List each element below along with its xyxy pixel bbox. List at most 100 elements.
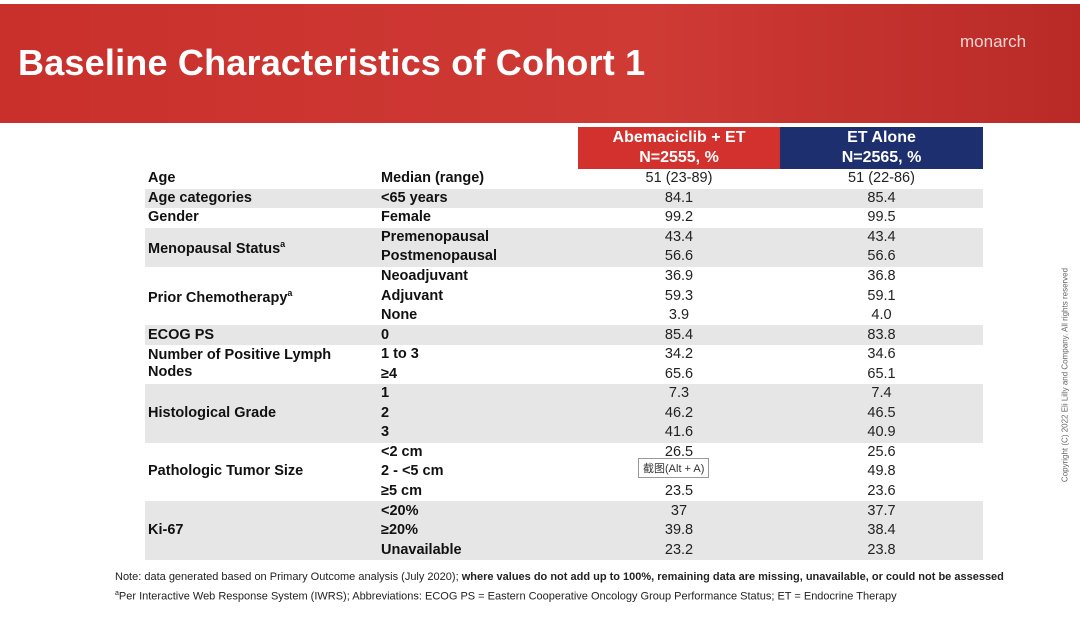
table-body: Age Median (range) 51 (23-89) 51 (22-86) Age…	[145, 169, 983, 560]
row-label: Age categories	[145, 188, 378, 209]
value-cell: 59.1	[867, 287, 896, 304]
tooltip: 截图(Alt + A)	[638, 458, 710, 478]
table-row: ECOG PS 0 85.4 83.8	[145, 325, 983, 345]
row-label: Ki-67	[145, 501, 378, 560]
label-text: Histological Grade	[148, 404, 277, 421]
subcategory: Postmenopausal	[378, 247, 578, 267]
value-cell: 85.4	[578, 325, 780, 345]
table-row: Histological Grade 1 7.3 7.4	[145, 384, 983, 443]
value-cell: 23.6	[867, 483, 896, 500]
column-header: Abemaciclib + ET N=2555, %	[578, 127, 780, 169]
value-cell: 56.6	[780, 247, 983, 267]
subcategory: 2 - <5 cm	[381, 463, 444, 480]
label-text: ECOG PS	[148, 326, 215, 343]
value-cell: 37	[578, 501, 780, 521]
row-label: Number of Positive Lymph Nodes	[145, 345, 378, 384]
label-text: Prior Chemotherapy	[148, 289, 288, 306]
subcategory: None	[381, 307, 418, 324]
label-text: Number of Positive Lymph Nodes	[148, 347, 332, 381]
value-cell: 4.0	[871, 307, 892, 324]
value-cell: 46.5	[780, 403, 983, 424]
subcategory: 1 to 3	[381, 346, 419, 363]
value-cell: 38.4	[780, 520, 983, 541]
row-label: Age	[145, 169, 378, 189]
table-row: Number of Positive Lymph Nodes 1 to 3 34.2…	[145, 345, 983, 380]
row-label: Menopausal Statusa	[145, 227, 378, 267]
table-row: Unavailable 23.2 23.8	[145, 540, 983, 560]
note-text: Per Interactive Web Response System (IWR…	[118, 590, 897, 603]
table-row: ≥4 65.6 65.1	[145, 364, 983, 384]
value-cell: 65.1	[867, 365, 896, 382]
column-name: ET Alone	[847, 129, 916, 146]
subcategory: ≥4	[381, 365, 398, 382]
table-row: Age categories <65 years 84.1 85.4	[145, 188, 983, 209]
row-label: Gender	[145, 208, 378, 228]
subcategory: Unavailable	[378, 540, 578, 560]
value-cell: 7.3	[578, 384, 780, 404]
footnote-mark: a	[115, 590, 119, 597]
blank	[378, 127, 578, 169]
subcategory: 1	[378, 384, 578, 404]
copyright: Copyright (C) 2022 Eli Lilly and Company…	[1060, 267, 1070, 483]
note: Note: data generated based on Primary Ou…	[115, 571, 1004, 583]
row-label: Histological Grade	[145, 384, 378, 443]
footnote-mark: a	[287, 288, 293, 299]
blank	[145, 127, 378, 169]
slide-title: Baseline Characteristics of Cohort 1	[18, 42, 646, 83]
label-text: Menopausal Status	[148, 241, 281, 258]
value-cell: 23.5	[664, 483, 694, 500]
table-row: ≥20% 39.8 38.4	[145, 520, 983, 541]
table-row: None 3.9 4.0	[145, 306, 983, 326]
note: aPer Interactive Web Response System (IW…	[115, 590, 897, 603]
value-cell: 7.4	[780, 384, 983, 404]
subcategory: Adjuvant	[381, 287, 444, 304]
subcategory: Median (range)	[381, 170, 485, 187]
table-row: Pathologic Tumor Size <2 cm 26.5 25.6	[145, 443, 983, 480]
value-cell: 51 (22-86)	[848, 170, 915, 187]
value-cell: 49.8	[867, 463, 896, 480]
column-n: N=2565, %	[841, 149, 922, 166]
subcategory: 0	[378, 325, 578, 345]
value-cell: 99.2	[664, 209, 694, 226]
value-cell: 36.8	[867, 268, 896, 284]
row-label: Prior Chemotherapya	[145, 267, 378, 326]
subcategory: <2 cm	[381, 443, 423, 460]
subcategory: Neoadjuvant	[381, 268, 469, 284]
value-cell: 41.6	[578, 423, 780, 443]
value-cell: 36.9	[664, 268, 694, 284]
subcategory: <65 years	[378, 188, 578, 209]
value-cell: 37.7	[780, 501, 983, 521]
table-row: ≥5 cm 23.5 23.6	[145, 482, 983, 502]
label-text: Age	[148, 170, 176, 187]
table-row: Age Median (range) 51 (23-89) 51 (22-86)	[145, 169, 983, 189]
table-row: Prior Chemotherapya Neoadjuvant 36.9 36.8	[145, 267, 983, 306]
label-text: Gender	[148, 209, 199, 226]
table-row: Ki-67 <20% 37 37.7	[145, 501, 983, 560]
table-row: Postmenopausal 56.6 56.6	[145, 247, 983, 267]
subcategory: ≥5 cm	[381, 483, 423, 500]
column-header: ET Alone N=2565, %	[780, 127, 983, 169]
subcategory: Female	[381, 209, 431, 226]
subcategory: ≥20%	[378, 520, 578, 541]
subcategory: 2	[378, 403, 578, 424]
table-row: 3 41.6 40.9	[145, 423, 983, 443]
header-band	[0, 4, 1080, 123]
table-row: 2 46.2 46.5	[145, 403, 983, 424]
value-cell: 34.2	[664, 346, 694, 363]
footnote-mark: a	[280, 239, 286, 250]
note-text: Note: data generated based on Primary Ou…	[115, 571, 462, 583]
note-bold: where values do not add up to 100%, rema…	[461, 571, 1004, 583]
value-cell: 25.6	[867, 443, 896, 460]
subcategory: <20%	[378, 501, 578, 521]
column-n: N=2555, %	[639, 149, 719, 166]
column-name: Abemaciclib + ET	[612, 129, 746, 146]
value-cell: 26.5	[664, 443, 694, 460]
value-cell: 40.9	[780, 423, 983, 443]
value-cell: 46.2	[578, 403, 780, 424]
value-cell: 65.6	[664, 365, 694, 382]
row-label: Pathologic Tumor Size	[145, 443, 378, 502]
value-cell: 83.8	[780, 325, 983, 345]
table-row: Gender Female 99.2 99.5	[145, 208, 983, 228]
value-cell: 84.1	[578, 188, 780, 209]
